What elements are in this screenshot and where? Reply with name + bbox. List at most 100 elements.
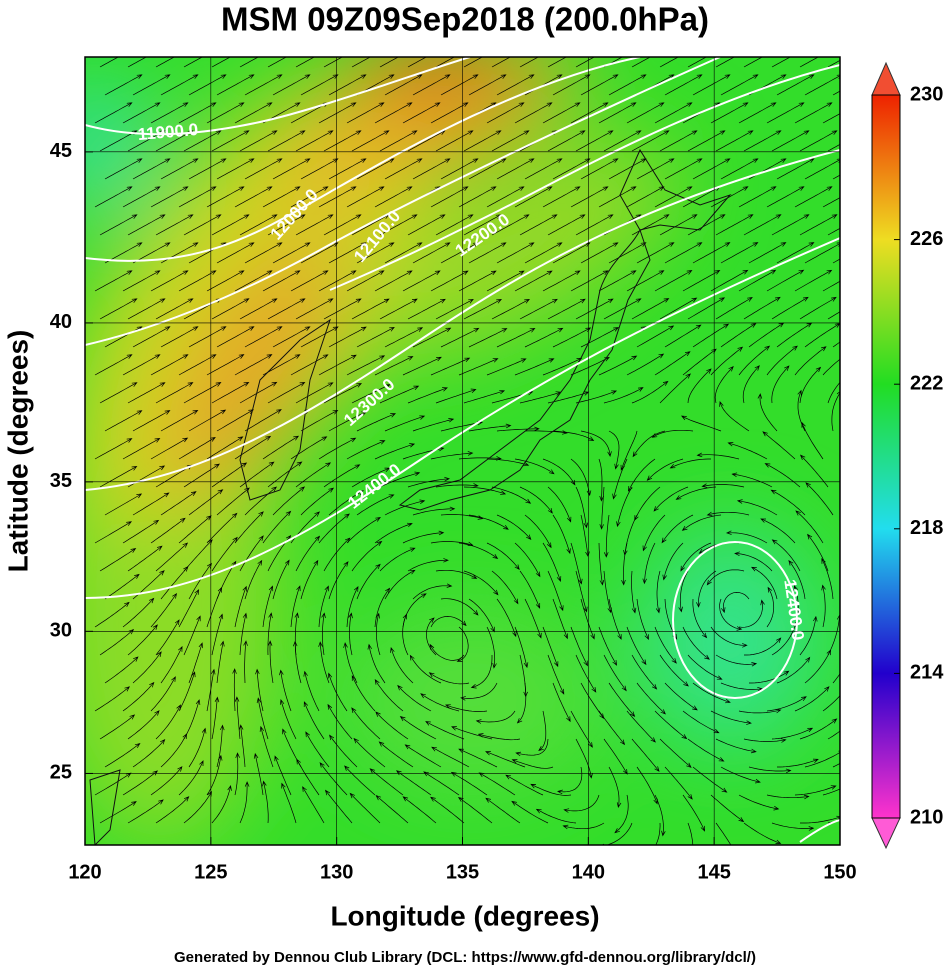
streamline — [463, 298, 503, 320]
streamline — [727, 442, 768, 460]
streamline — [692, 323, 730, 348]
streamline — [766, 794, 810, 800]
streamline — [794, 269, 833, 292]
streamline — [570, 542, 583, 585]
streamline — [710, 626, 748, 648]
streamline — [736, 499, 778, 516]
streamline — [428, 672, 470, 685]
x-tick-label: 120 — [68, 861, 101, 883]
streamline — [468, 514, 509, 530]
y-tick-label: 35 — [50, 470, 72, 492]
streamline — [234, 270, 273, 292]
streamline — [412, 506, 456, 516]
streamline — [346, 440, 386, 460]
streamline — [664, 74, 703, 96]
streamline — [738, 102, 777, 124]
streamline — [575, 390, 618, 404]
streamline — [547, 130, 586, 152]
streamline — [440, 242, 479, 264]
streamline — [99, 57, 119, 68]
streamline — [244, 409, 282, 432]
streamline — [827, 730, 840, 740]
streamline — [188, 642, 203, 684]
streamline — [710, 710, 752, 725]
streamline — [519, 214, 558, 236]
streamline — [305, 731, 330, 768]
colorbar-max-arrow — [871, 61, 901, 96]
streamline — [430, 541, 474, 547]
streamline — [104, 573, 140, 600]
streamline — [351, 540, 383, 572]
streamline — [300, 158, 339, 180]
streamline — [687, 654, 723, 680]
streamline — [160, 326, 199, 348]
streamline — [183, 790, 212, 824]
streamline — [771, 130, 810, 152]
streamline — [801, 421, 824, 460]
streamline — [575, 738, 593, 779]
streamline — [374, 270, 413, 292]
streamline — [160, 158, 199, 180]
streamline — [122, 270, 161, 292]
streamline — [654, 270, 693, 292]
streamline — [351, 384, 391, 404]
streamline — [631, 298, 670, 320]
streamline — [402, 796, 437, 824]
streamline — [356, 326, 395, 348]
streamline — [412, 583, 453, 600]
streamline — [183, 214, 222, 236]
streamline — [580, 242, 619, 264]
streamline — [262, 780, 269, 824]
streamline — [323, 130, 362, 152]
streamline — [486, 358, 527, 376]
streamline — [262, 435, 300, 460]
streamline — [701, 483, 745, 488]
streamline — [267, 461, 303, 488]
streamline — [211, 536, 238, 572]
streamline — [262, 585, 274, 628]
streamline — [384, 499, 426, 516]
streamline — [514, 270, 553, 292]
streamline — [402, 356, 442, 376]
streamline — [659, 57, 679, 68]
streamline — [575, 130, 614, 152]
streamline — [636, 682, 666, 715]
streamline — [603, 130, 642, 152]
streamline — [211, 613, 224, 656]
streamline — [351, 675, 376, 712]
streamline — [547, 654, 565, 695]
streamline — [127, 545, 163, 572]
streamline — [794, 346, 827, 376]
streamline — [486, 102, 525, 124]
streamline — [99, 628, 135, 656]
streamline — [206, 512, 238, 544]
streamline — [776, 158, 815, 180]
streamline — [440, 598, 479, 616]
streamline — [714, 366, 734, 404]
streamline — [659, 373, 691, 404]
streamline — [127, 382, 166, 404]
streamline — [216, 724, 225, 768]
streamline — [491, 130, 530, 152]
streamline — [279, 699, 297, 740]
streamline — [463, 486, 507, 495]
streamline — [374, 679, 404, 712]
streamline — [626, 710, 656, 743]
streamline — [150, 517, 186, 544]
streamline — [616, 486, 633, 528]
streamline — [155, 298, 194, 320]
streamline — [664, 158, 703, 180]
streamline — [458, 186, 497, 208]
streamline — [295, 57, 315, 68]
streamline — [511, 759, 554, 769]
colorbar-tick-label: 218 — [910, 517, 943, 539]
streamline — [127, 57, 147, 68]
streamline — [351, 57, 371, 68]
streamline — [764, 463, 801, 488]
streamline — [692, 598, 708, 639]
streamline — [295, 535, 321, 572]
streamline — [435, 569, 478, 579]
streamline — [150, 676, 176, 712]
streamline — [827, 381, 840, 404]
streamline — [178, 102, 217, 124]
